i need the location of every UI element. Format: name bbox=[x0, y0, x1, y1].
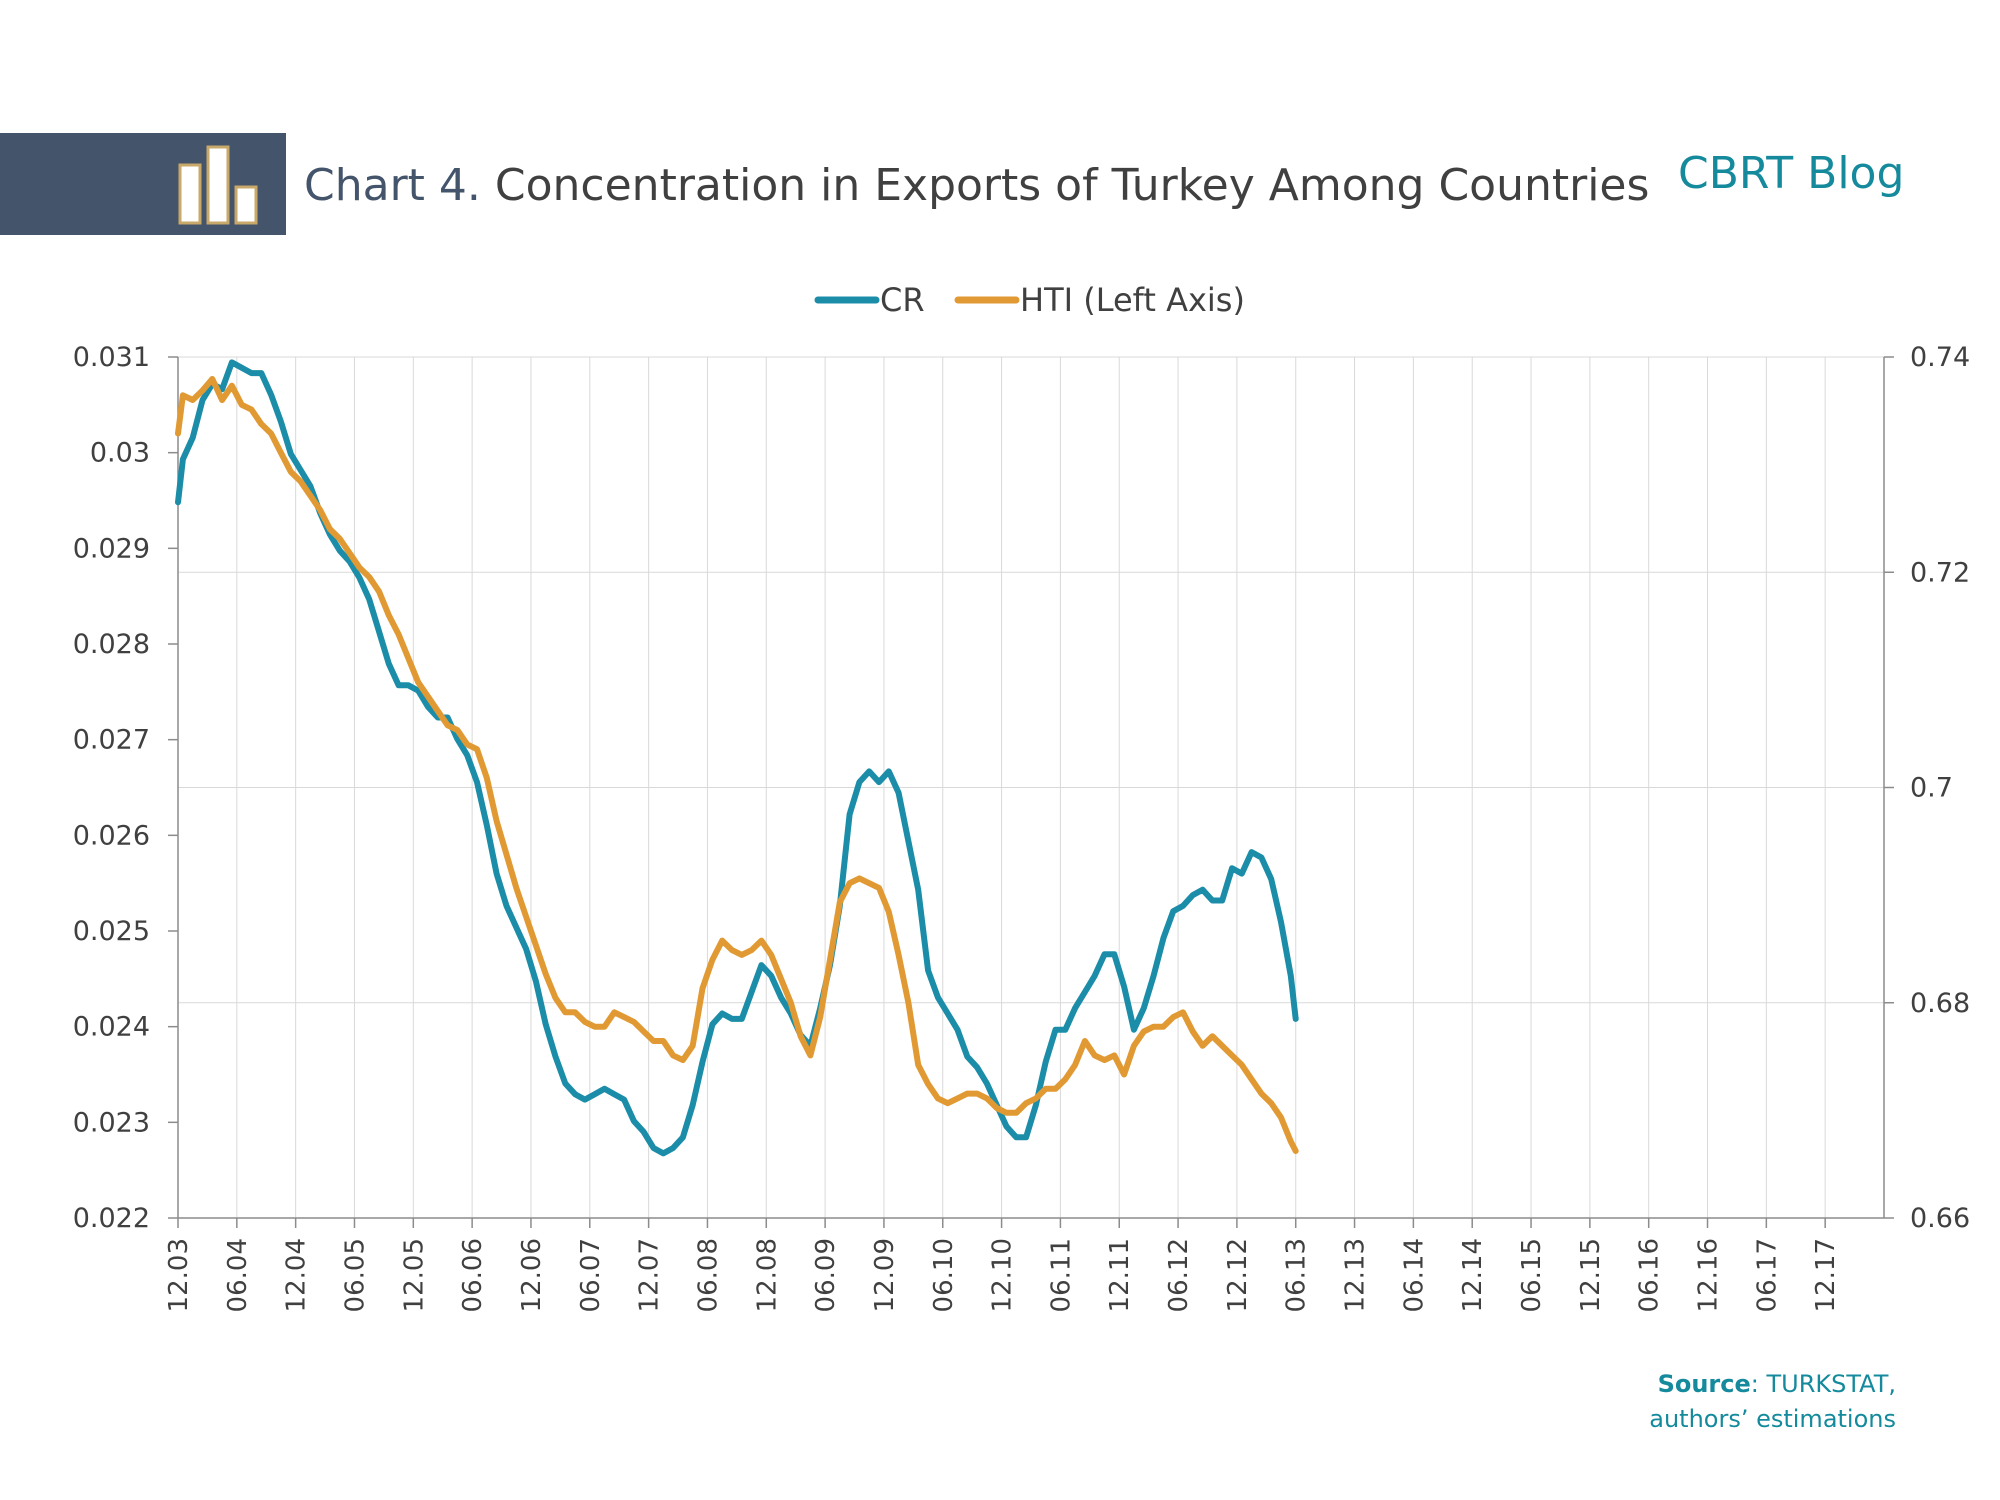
left-axis-tick-label: 0.022 bbox=[73, 1203, 150, 1234]
series-line-cr bbox=[175, 359, 1299, 1157]
x-axis-tick-label: 06.06 bbox=[458, 1238, 488, 1312]
line-chart: 0.022 0.023 0.024 0.025 0.026 0.027 0.028 0.029… bbox=[73, 281, 1970, 1312]
x-axis-tick-label: 06.13 bbox=[1282, 1238, 1312, 1312]
source-text-2: authors’ estimations bbox=[1649, 1405, 1896, 1433]
legend-label-hti: HTI (Left Axis) bbox=[1020, 281, 1245, 319]
left-axis-tick-label: 0.029 bbox=[73, 533, 150, 564]
x-axis-tick-label: 12.15 bbox=[1576, 1238, 1606, 1312]
source-label: Source bbox=[1657, 1370, 1751, 1398]
right-axis-tick-label: 0.74 bbox=[1910, 342, 1970, 373]
chart-title: Concentration in Exports of Turkey Among… bbox=[494, 160, 1650, 211]
x-axis-tick-label: 06.15 bbox=[1517, 1238, 1547, 1312]
bar-chart-logo-icon bbox=[178, 145, 258, 225]
x-axis-tick-label: 06.09 bbox=[811, 1238, 841, 1312]
x-axis-tick-label: 06.17 bbox=[1752, 1238, 1782, 1312]
left-axis-tick-label: 0.024 bbox=[73, 1012, 150, 1043]
x-axis-tick-label: 12.03 bbox=[164, 1238, 194, 1312]
left-axis-tick-label: 0.028 bbox=[73, 629, 150, 660]
page-title: Chart 4. Concentration in Exports of Tur… bbox=[304, 160, 1649, 211]
x-axis-tick-label: 12.14 bbox=[1458, 1238, 1488, 1312]
x-axis-tick-label: 06.12 bbox=[1164, 1238, 1194, 1312]
x-axis-tick-label: 12.04 bbox=[282, 1238, 312, 1312]
x-axis-tick-label: 06.05 bbox=[340, 1238, 370, 1312]
x-axis-tick-label: 06.14 bbox=[1399, 1238, 1429, 1312]
x-axis-tick-label: 12.06 bbox=[517, 1238, 547, 1312]
right-axis-tick-label: 0.66 bbox=[1910, 1203, 1970, 1234]
x-axis-tick-label: 12.11 bbox=[1105, 1238, 1135, 1312]
brand-label: CBRT Blog bbox=[1678, 148, 1905, 199]
x-axis-tick-label: 06.16 bbox=[1635, 1238, 1665, 1312]
x-axis-tick-label: 06.10 bbox=[929, 1238, 959, 1312]
left-axis-tick-label: 0.027 bbox=[73, 725, 150, 756]
x-axis-tick-label: 12.09 bbox=[870, 1238, 900, 1312]
right-axis-tick-label: 0.72 bbox=[1910, 557, 1970, 588]
source-text: : TURKSTAT, bbox=[1750, 1370, 1896, 1398]
left-axis-tick-label: 0.03 bbox=[90, 438, 150, 469]
x-axis-tick-label: 06.07 bbox=[576, 1238, 606, 1312]
right-axis-tick-label: 0.7 bbox=[1910, 773, 1953, 804]
x-axis-tick-label: 12.12 bbox=[1223, 1238, 1253, 1312]
left-axis-tick-label: 0.026 bbox=[73, 820, 150, 851]
x-axis-tick-label: 12.10 bbox=[988, 1238, 1018, 1312]
series-line-hti bbox=[175, 376, 1299, 1154]
left-axis-tick-label: 0.023 bbox=[73, 1107, 150, 1138]
x-axis-tick-label: 12.13 bbox=[1341, 1238, 1371, 1312]
source-note: Source: TURKSTAT, authors’ estimations bbox=[1636, 1367, 1896, 1437]
x-axis-tick-label: 06.04 bbox=[223, 1238, 253, 1312]
x-axis-tick-label: 12.07 bbox=[635, 1238, 665, 1312]
x-axis-tick-label: 06.11 bbox=[1046, 1238, 1076, 1312]
right-axis-tick-label: 0.68 bbox=[1910, 988, 1970, 1019]
left-axis-tick-label: 0.025 bbox=[73, 916, 150, 947]
x-axis-tick-label: 12.08 bbox=[752, 1238, 782, 1312]
x-axis-tick-label: 12.16 bbox=[1694, 1238, 1724, 1312]
chart-number: Chart 4. bbox=[304, 160, 481, 211]
x-axis-tick-label: 12.05 bbox=[399, 1238, 429, 1312]
left-axis-tick-label: 0.031 bbox=[73, 342, 150, 373]
x-axis-tick-label: 06.08 bbox=[693, 1238, 723, 1312]
legend-label-cr: CR bbox=[880, 281, 925, 319]
x-axis-tick-label: 12.17 bbox=[1811, 1238, 1841, 1312]
